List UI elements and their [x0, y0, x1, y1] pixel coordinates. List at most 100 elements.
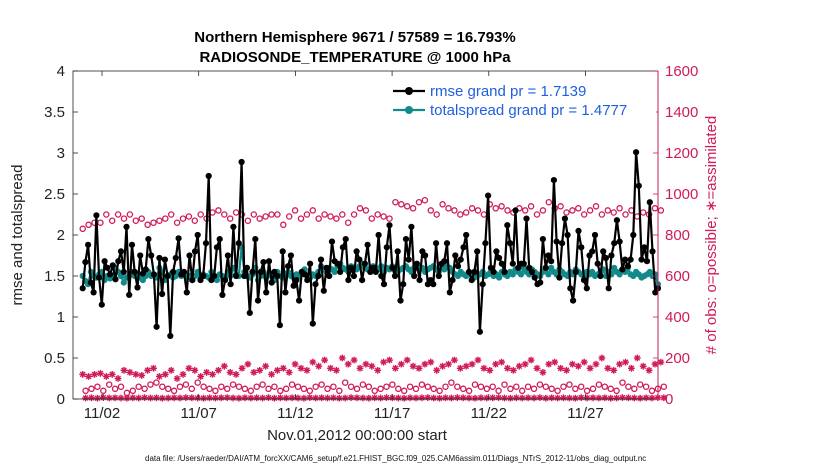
rmse-marker — [413, 260, 420, 267]
rmse-marker — [137, 252, 144, 259]
obs-assimilated-low-marker — [459, 394, 467, 402]
obs-assimilated-marker — [132, 371, 140, 378]
obs-possible-low-marker — [300, 385, 308, 393]
y-axis-left-label: rmse and totalspread — [9, 165, 26, 306]
obs-assimilated-marker — [468, 360, 476, 368]
rmse-marker — [589, 248, 596, 255]
obs-possible-low-marker — [583, 387, 591, 395]
rmse-marker — [328, 238, 336, 245]
rmse-marker — [148, 252, 155, 259]
rmse-marker — [252, 236, 259, 243]
obs-assimilated-marker — [427, 358, 435, 366]
obs-assimilated-low-marker — [335, 394, 343, 402]
obs-assimilated-marker — [551, 358, 559, 366]
y-left-tick-label: 3 — [57, 145, 65, 162]
obs-assimilated-marker — [126, 369, 134, 376]
rmse-marker — [161, 256, 168, 263]
obs-assimilated-marker — [651, 360, 659, 368]
rmse-marker — [145, 236, 152, 243]
obs-possible-low-marker — [542, 383, 550, 390]
obs-assimilated-marker — [167, 366, 175, 374]
obs-possible-low-marker — [365, 383, 373, 390]
rmse-marker — [128, 241, 136, 248]
obs-assimilated-low-marker — [88, 394, 95, 402]
obs-possible-marker — [457, 211, 464, 218]
obs-assimilated-low-marker — [518, 394, 526, 402]
obs-possible-low-marker — [336, 387, 343, 395]
rmse-marker — [550, 177, 558, 184]
obs-possible-marker — [498, 203, 505, 210]
obs-possible-marker — [309, 207, 317, 214]
obs-assimilated-low-marker — [495, 394, 502, 401]
rmse-marker — [435, 272, 442, 280]
rmse-marker — [90, 289, 97, 296]
obs-possible-low-marker — [495, 387, 502, 395]
obs-possible-marker — [85, 221, 92, 229]
obs-possible-low-marker — [595, 381, 603, 388]
obs-possible-marker — [527, 203, 535, 210]
obs-possible-marker — [132, 217, 140, 224]
obs-assimilated-marker — [291, 360, 299, 368]
obs-possible-marker — [586, 207, 594, 214]
obs-possible-low-marker — [471, 381, 479, 388]
rmse-marker — [167, 332, 174, 339]
rmse-marker — [564, 231, 571, 239]
obs-possible-low-marker — [141, 385, 148, 393]
obs-assimilated-low-marker — [117, 394, 125, 402]
obs-assimilated-marker — [633, 354, 641, 362]
rmse-marker — [191, 248, 199, 255]
obs-possible-marker — [563, 209, 570, 216]
obs-possible-low-marker — [105, 381, 113, 388]
rmse-marker — [627, 256, 634, 263]
obs-assimilated-marker — [114, 375, 122, 382]
obs-assimilated-low-marker — [536, 394, 544, 401]
series-layer — [79, 149, 668, 402]
rmse-marker — [241, 272, 248, 280]
obs-assimilated-marker — [374, 366, 382, 374]
obs-assimilated-low-marker — [141, 394, 148, 401]
obs-assimilated-low-marker — [282, 394, 290, 402]
obs-possible-low-marker — [648, 387, 656, 395]
rmse-marker — [616, 238, 623, 245]
obs-assimilated-low-marker — [94, 394, 101, 402]
y-right-tick-label: 1600 — [665, 63, 698, 80]
rmse-marker — [460, 244, 467, 251]
obs-assimilated-marker — [569, 360, 576, 368]
obs-assimilated-low-marker — [660, 394, 668, 402]
obs-assimilated-marker — [451, 356, 458, 364]
totalspread-marker — [120, 279, 127, 286]
obs-assimilated-low-marker — [229, 394, 237, 402]
rmse-marker — [402, 236, 410, 243]
obs-possible-marker — [215, 207, 222, 214]
obs-assimilated-marker — [150, 364, 157, 372]
rmse-marker — [485, 192, 492, 199]
obs-possible-low-marker — [282, 385, 290, 393]
rmse-marker — [600, 248, 607, 255]
obs-assimilated-marker — [592, 360, 600, 368]
obs-possible-low-marker — [383, 383, 390, 390]
obs-assimilated-marker — [344, 360, 352, 368]
rmse-marker — [213, 244, 220, 251]
rmse-marker — [548, 258, 555, 265]
obs-assimilated-low-marker — [153, 394, 160, 402]
rmse-marker — [638, 256, 645, 263]
obs-assimilated-low-marker — [188, 394, 196, 402]
obs-possible-marker — [144, 221, 151, 229]
obs-assimilated-low-marker — [341, 394, 349, 402]
obs-possible-low-marker — [548, 385, 555, 393]
rmse-marker — [383, 244, 390, 251]
obs-possible-marker — [362, 207, 370, 214]
obs-assimilated-low-marker — [241, 394, 249, 402]
obs-possible-low-marker — [235, 383, 243, 390]
obs-possible-marker — [291, 207, 299, 214]
obs-assimilated-marker — [268, 371, 275, 378]
rmse-marker — [570, 297, 577, 304]
obs-possible-marker — [150, 219, 157, 226]
obs-possible-marker — [610, 209, 617, 216]
obs-possible-marker — [333, 215, 340, 222]
obs-assimilated-low-marker — [436, 394, 443, 402]
obs-possible-low-marker — [259, 381, 266, 388]
obs-possible-low-marker — [572, 385, 579, 393]
y-left-tick-label: 2.5 — [44, 186, 65, 203]
obs-possible-low-marker — [111, 385, 119, 393]
